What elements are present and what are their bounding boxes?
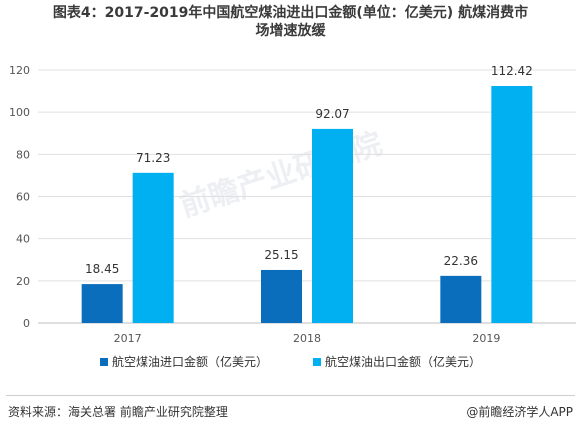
y-tick-label: 0 [23, 317, 30, 330]
x-tick-label: 2017 [114, 332, 142, 345]
data-label: 22.36 [444, 254, 478, 268]
bar [440, 275, 482, 323]
chart-title-line1: 图表4：2017-2019年中国航空煤油进出口金额(单位：亿美元) 航煤消费市 [52, 5, 529, 21]
x-tick-label: 2018 [293, 332, 321, 345]
data-source: 资料来源：海关总署 前瞻产业研究院整理 [8, 405, 228, 419]
y-tick-label: 120 [9, 64, 30, 77]
y-tick-label: 20 [16, 275, 30, 288]
x-tick-label: 2019 [472, 332, 500, 345]
data-label: 18.45 [85, 262, 119, 276]
legend-swatch [100, 358, 108, 366]
bar [312, 128, 353, 323]
data-label: 25.15 [264, 248, 298, 262]
bar [132, 172, 174, 323]
data-label: 92.07 [315, 107, 349, 121]
legend-label: 航空煤油出口金额（亿美元） [325, 354, 481, 369]
chart-title: 图表4：2017-2019年中国航空煤油进出口金额(单位：亿美元) 航煤消费市 … [0, 4, 581, 40]
y-tick-label: 40 [16, 233, 30, 246]
legend-label: 航空煤油进口金额（亿美元） [112, 354, 268, 369]
footer-divider [6, 395, 575, 396]
data-label: 112.42 [491, 64, 533, 78]
legend-swatch [313, 358, 321, 366]
bar-chart: 0 20 40 60 80 100 120 18.45 71.23 2017 25.15 92.07 2… [9, 64, 576, 369]
bar [261, 269, 302, 323]
chart-title-line2: 场增速放缓 [255, 23, 326, 39]
y-tick-label: 80 [16, 148, 30, 161]
bar [81, 284, 123, 323]
y-tick-label: 100 [9, 106, 30, 119]
data-label: 71.23 [136, 151, 170, 165]
bar [491, 85, 533, 323]
y-tick-label: 60 [16, 191, 30, 204]
brand-credit: @前瞻经济学人APP [466, 405, 573, 419]
